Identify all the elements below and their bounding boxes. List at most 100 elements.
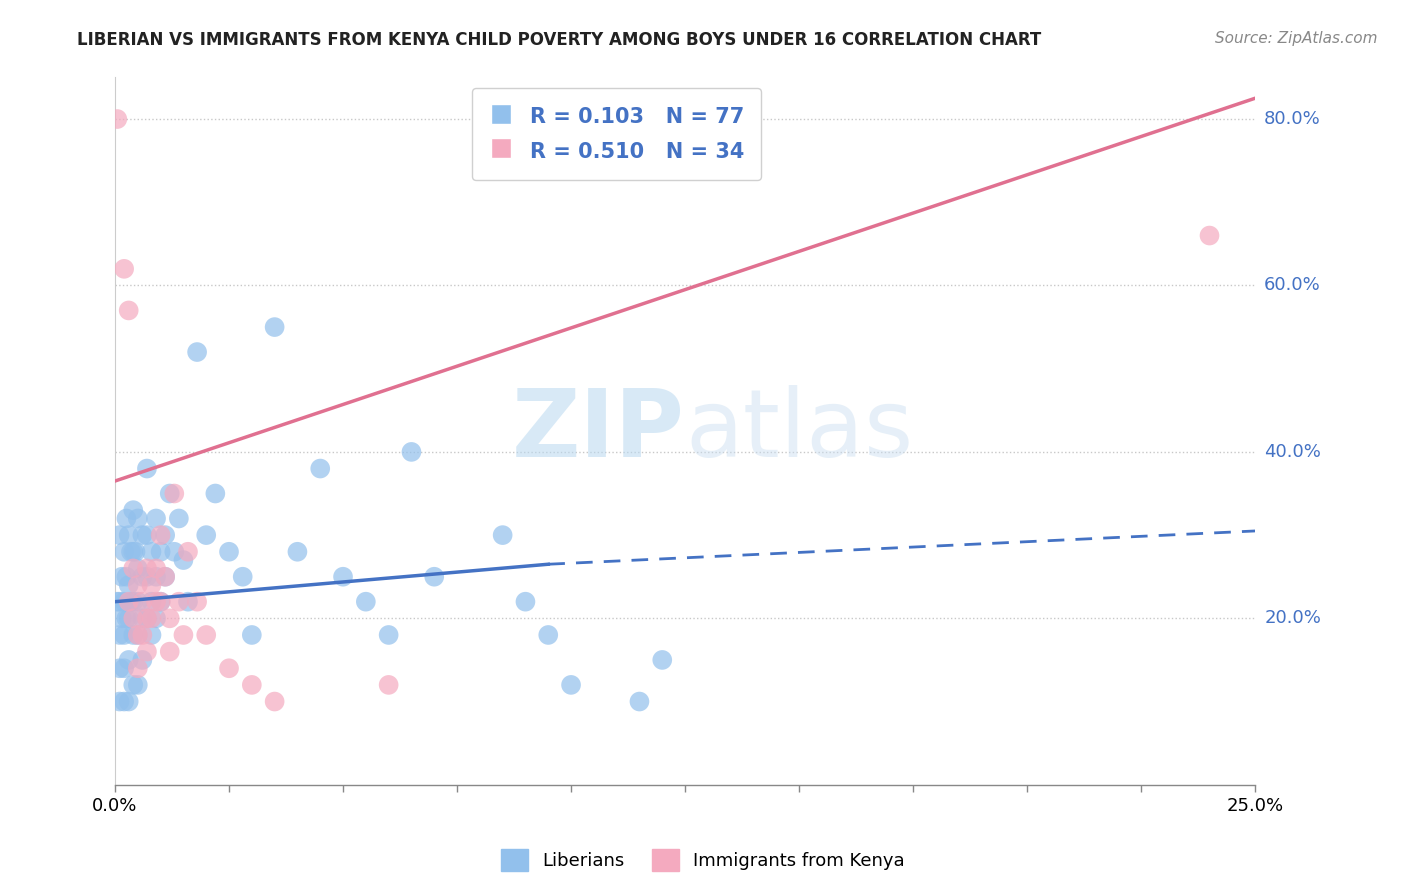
Point bbox=[122, 503, 145, 517]
Point bbox=[136, 570, 159, 584]
Point bbox=[145, 611, 167, 625]
Point bbox=[122, 628, 145, 642]
Point bbox=[136, 561, 159, 575]
Point bbox=[167, 511, 190, 525]
Point bbox=[127, 661, 149, 675]
Point bbox=[136, 611, 159, 625]
Point bbox=[131, 595, 153, 609]
Point bbox=[186, 595, 208, 609]
Point bbox=[141, 578, 163, 592]
Point bbox=[145, 561, 167, 575]
Point bbox=[163, 486, 186, 500]
Point bbox=[628, 694, 651, 708]
Point bbox=[560, 678, 582, 692]
Point bbox=[159, 611, 181, 625]
Point bbox=[127, 561, 149, 575]
Point bbox=[149, 595, 172, 609]
Point bbox=[401, 445, 423, 459]
Point bbox=[118, 303, 141, 318]
Point bbox=[108, 694, 131, 708]
Point bbox=[149, 528, 172, 542]
Point bbox=[240, 678, 263, 692]
Text: 60.0%: 60.0% bbox=[1264, 277, 1322, 294]
Text: 80.0%: 80.0% bbox=[1264, 110, 1322, 128]
Point bbox=[177, 545, 200, 559]
Point bbox=[172, 628, 194, 642]
Point bbox=[118, 578, 141, 592]
Point bbox=[1198, 228, 1220, 243]
Point bbox=[136, 528, 159, 542]
Point bbox=[159, 645, 181, 659]
Point bbox=[492, 528, 515, 542]
Point bbox=[232, 570, 254, 584]
Point bbox=[354, 595, 377, 609]
Point bbox=[115, 570, 138, 584]
Point bbox=[153, 570, 176, 584]
Point bbox=[122, 678, 145, 692]
Point bbox=[118, 611, 141, 625]
Point bbox=[127, 595, 149, 609]
Point bbox=[195, 628, 218, 642]
Point bbox=[153, 570, 176, 584]
Point bbox=[145, 570, 167, 584]
Point bbox=[108, 628, 131, 642]
Point bbox=[287, 545, 309, 559]
Point bbox=[105, 112, 128, 126]
Point bbox=[115, 611, 138, 625]
Point bbox=[136, 645, 159, 659]
Point bbox=[127, 628, 149, 642]
Point bbox=[377, 628, 399, 642]
Point bbox=[108, 595, 131, 609]
Text: ZIP: ZIP bbox=[512, 385, 685, 477]
Point bbox=[141, 595, 163, 609]
Point bbox=[122, 595, 145, 609]
Point bbox=[141, 628, 163, 642]
Text: LIBERIAN VS IMMIGRANTS FROM KENYA CHILD POVERTY AMONG BOYS UNDER 16 CORRELATION : LIBERIAN VS IMMIGRANTS FROM KENYA CHILD … bbox=[77, 31, 1042, 49]
Point bbox=[172, 553, 194, 567]
Text: atlas: atlas bbox=[685, 385, 914, 477]
Text: 20.0%: 20.0% bbox=[1264, 609, 1322, 627]
Point bbox=[651, 653, 673, 667]
Point bbox=[136, 461, 159, 475]
Text: Source: ZipAtlas.com: Source: ZipAtlas.com bbox=[1215, 31, 1378, 46]
Point bbox=[127, 511, 149, 525]
Point bbox=[112, 261, 135, 276]
Point bbox=[167, 595, 190, 609]
Point bbox=[240, 628, 263, 642]
Point bbox=[141, 545, 163, 559]
Point bbox=[118, 528, 141, 542]
Point bbox=[263, 694, 285, 708]
Point bbox=[515, 595, 537, 609]
Point bbox=[122, 545, 145, 559]
Point bbox=[122, 561, 145, 575]
Point bbox=[131, 628, 153, 642]
Point bbox=[108, 661, 131, 675]
Point bbox=[120, 595, 142, 609]
Point bbox=[141, 611, 163, 625]
Point bbox=[149, 545, 172, 559]
Point bbox=[218, 545, 240, 559]
Point bbox=[105, 595, 128, 609]
Point bbox=[118, 694, 141, 708]
Point bbox=[263, 320, 285, 334]
Point bbox=[332, 570, 354, 584]
Text: 40.0%: 40.0% bbox=[1264, 443, 1322, 461]
Point bbox=[131, 570, 153, 584]
Point bbox=[112, 545, 135, 559]
Point bbox=[118, 595, 141, 609]
Point bbox=[111, 611, 134, 625]
Point bbox=[177, 595, 200, 609]
Point bbox=[145, 511, 167, 525]
Point bbox=[120, 545, 142, 559]
Point bbox=[131, 653, 153, 667]
Point bbox=[108, 528, 131, 542]
Point bbox=[186, 345, 208, 359]
Legend: Liberians, Immigrants from Kenya: Liberians, Immigrants from Kenya bbox=[494, 842, 912, 879]
Point bbox=[112, 628, 135, 642]
Legend: R = 0.103   N = 77, R = 0.510   N = 34: R = 0.103 N = 77, R = 0.510 N = 34 bbox=[472, 87, 761, 179]
Point bbox=[537, 628, 560, 642]
Point bbox=[115, 511, 138, 525]
Point bbox=[136, 611, 159, 625]
Point bbox=[118, 653, 141, 667]
Point bbox=[112, 661, 135, 675]
